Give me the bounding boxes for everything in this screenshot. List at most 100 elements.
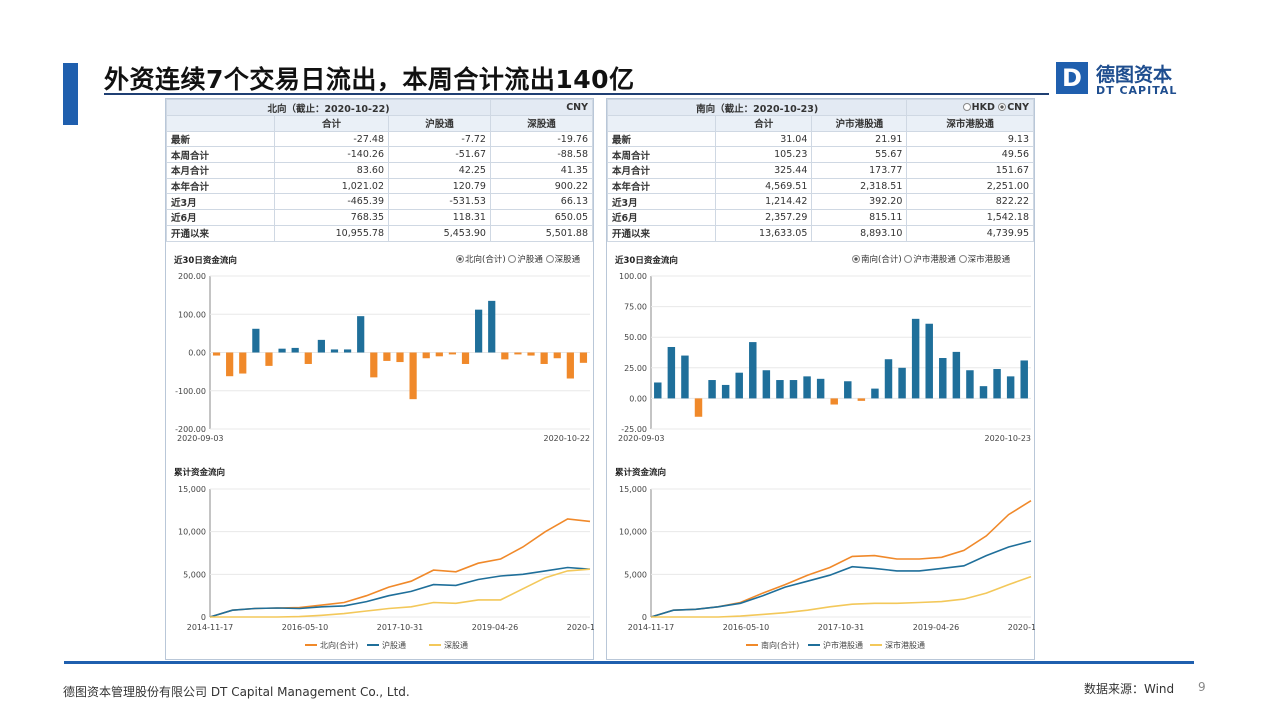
table-row: 近3月 1,214.42 392.20 822.22 <box>607 193 1034 211</box>
table-cell: 2,357.29 <box>714 209 813 226</box>
x-tick-label: 2016-05-10 <box>723 623 770 632</box>
radio-icon[interactable] <box>508 255 517 263</box>
y-tick-label: 0.00 <box>629 394 647 403</box>
row-label: 近3月 <box>607 193 716 211</box>
bar <box>396 352 404 363</box>
row-label: 本年合计 <box>607 177 716 195</box>
col-header: 深市港股通 <box>906 115 1034 132</box>
row-label: 开通以来 <box>166 224 275 242</box>
y-tick-label: 25.00 <box>624 364 647 373</box>
table-cell: -7.72 <box>388 130 491 148</box>
radio-label[interactable]: 深市港股通 <box>967 255 1011 265</box>
x-tick-label: 2020-10-22 <box>1008 623 1035 632</box>
southbound-flow-radios: 南向(合计) 沪市港股通 深市港股通 <box>852 253 1010 265</box>
bar <box>925 323 933 399</box>
bar <box>278 348 286 353</box>
table-cell: 10,955.78 <box>274 224 389 242</box>
table-cell: 66.13 <box>489 193 594 211</box>
page-number: 9 <box>1198 680 1206 694</box>
table-cell: -531.53 <box>388 193 491 211</box>
bar <box>343 349 352 353</box>
table-cell: 5,501.88 <box>489 224 594 242</box>
table-cell: 120.79 <box>388 177 491 195</box>
row-label: 本月合计 <box>607 162 716 179</box>
y-tick-label: -100.00 <box>175 387 206 396</box>
y-tick-label: 10,000 <box>619 528 647 537</box>
y-tick-label: -200.00 <box>175 425 206 434</box>
table-row: 本周合计 -140.26 -51.67 -88.58 <box>166 146 594 164</box>
radio-label[interactable]: 沪市港股通 <box>913 255 956 265</box>
table-cell: 83.60 <box>274 162 389 179</box>
x-tick-label: 2016-05-10 <box>282 623 329 632</box>
col-header: 深股通 <box>489 115 594 132</box>
title-divider <box>104 93 1049 95</box>
table-cell: 900.22 <box>489 177 594 195</box>
southbound-flow-chart: 100.00 75.00 50.00 25.00 0.00 -25.002020-09-0… <box>618 272 1031 443</box>
table-cell: 815.11 <box>811 209 908 226</box>
bar <box>409 352 417 400</box>
radio-label[interactable]: 北向(合计) <box>465 255 506 265</box>
table-cell: 4,739.95 <box>906 224 1034 242</box>
radio-label[interactable]: 沪股通 <box>517 255 543 265</box>
radio-icon[interactable] <box>852 255 860 263</box>
northbound-panel: 北向（截止：2020-10-22) CNY 合计 沪股通 深股通 最新 -27.4… <box>165 98 594 660</box>
bar <box>654 382 662 399</box>
radio-icon[interactable] <box>545 255 554 263</box>
row-label: 本周合计 <box>607 146 716 164</box>
currency-option[interactable]: CNY <box>1007 102 1029 113</box>
series-line <box>650 540 1032 618</box>
southbound-currency: HKD CNY <box>906 99 1034 116</box>
northbound-flow-radios: 北向(合计) 沪股通 深股通 <box>456 253 580 265</box>
table-cell: 325.44 <box>714 162 813 179</box>
radio-label[interactable]: 南向(合计) <box>861 255 902 265</box>
table-row: 开通以来 13,633.05 8,893.10 4,739.95 <box>607 224 1034 242</box>
row-label: 本年合计 <box>166 177 275 195</box>
table-cell: -465.39 <box>274 193 389 211</box>
bar <box>383 352 391 361</box>
company-logo: D <box>1056 62 1088 94</box>
southbound-panel: 南向（截止：2020-10-23) HKD CNY 合计 沪市港股通 深市港股通… <box>606 98 1035 660</box>
table-cell: 105.23 <box>714 146 813 164</box>
series-line <box>650 500 1032 618</box>
col-header: 合计 <box>274 115 389 132</box>
northbound-flow-title: 近30日资金流向 <box>174 256 237 266</box>
southbound-table: 南向（截止：2020-10-23) HKD CNY 合计 沪市港股通 深市港股通… <box>606 99 1034 242</box>
table-cell: 822.22 <box>906 193 1034 211</box>
bar <box>1020 360 1028 399</box>
table-cell: 118.31 <box>388 209 491 226</box>
bar <box>898 367 906 399</box>
bar <box>265 352 273 366</box>
legend-label: 深市港股通 <box>885 640 925 650</box>
table-cell: 55.67 <box>811 146 908 164</box>
x-tick-label: 2014-11-17 <box>628 623 675 632</box>
southbound-cum-title: 累计资金流向 <box>615 468 667 478</box>
bar <box>514 352 522 355</box>
legend-label: 深股通 <box>444 640 468 650</box>
radio-label[interactable]: 深股通 <box>554 255 581 265</box>
bar <box>681 355 689 399</box>
radio-icon[interactable] <box>456 255 464 263</box>
legend-label: 沪股通 <box>382 640 406 650</box>
y-tick-label: 75.00 <box>624 303 647 312</box>
bar <box>762 370 771 399</box>
bar <box>357 316 365 353</box>
table-cell: 13,633.05 <box>714 224 813 242</box>
radio-icon[interactable] <box>962 103 971 111</box>
currency-option[interactable]: HKD <box>971 102 995 113</box>
table-cell: 392.20 <box>811 193 908 211</box>
legend-label: 北向(合计) <box>320 640 358 650</box>
bar <box>803 376 811 399</box>
radio-icon[interactable] <box>998 103 1007 111</box>
table-cell: 5,453.90 <box>388 224 491 242</box>
radio-icon[interactable] <box>958 255 967 263</box>
y-tick-label: 50.00 <box>624 333 647 342</box>
table-cell: 42.25 <box>388 162 491 179</box>
radio-icon[interactable] <box>904 255 913 263</box>
table-row: 近6月 768.35 118.31 650.05 <box>166 209 594 226</box>
y-tick-label: 100.00 <box>178 310 206 319</box>
table-cell: -140.26 <box>274 146 389 164</box>
series-line <box>209 518 591 618</box>
x-tick-label: 2017-10-31 <box>818 623 865 632</box>
x-tick-label: 2020-10-22 <box>544 434 591 443</box>
